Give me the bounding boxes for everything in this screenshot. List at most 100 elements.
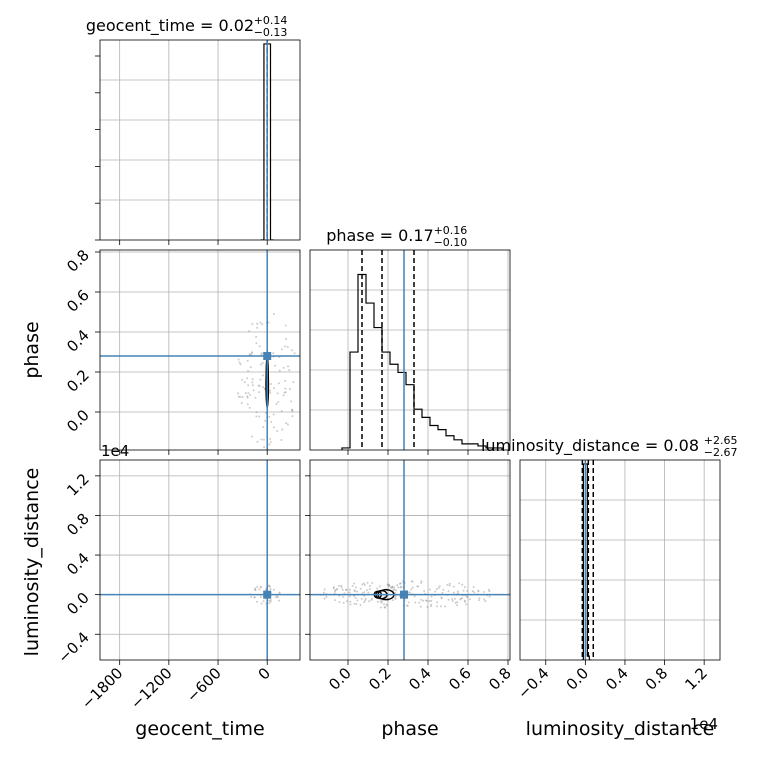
scatter-point	[262, 385, 265, 388]
scatter-point	[244, 392, 247, 395]
x-tick-label: 0.0	[563, 664, 593, 694]
scatter-point	[260, 352, 263, 355]
scatter-point	[259, 595, 262, 598]
scatter-point	[420, 581, 423, 584]
scatter-point	[280, 410, 283, 413]
scatter-point	[248, 330, 251, 333]
scatter-point	[363, 601, 366, 604]
scatter-point	[451, 599, 454, 602]
title-upper: +2.65	[704, 434, 738, 447]
scatter-point	[340, 584, 343, 587]
scatter-point	[243, 381, 246, 384]
scatter-point	[253, 596, 256, 599]
panel-luminosity-distance-vs-geocent-time: −1800 −1200 −600 0 −0.4 0.0 0.4 0.8 1.2	[54, 459, 301, 713]
scatter-point	[291, 410, 294, 413]
scatter-point	[354, 597, 357, 600]
scatter-point	[446, 584, 449, 587]
x-axis-label-luminosity-distance: luminosity_distance	[526, 718, 715, 740]
scatter-point	[247, 392, 250, 395]
scatter-point	[396, 584, 399, 587]
scatter-point	[288, 369, 291, 372]
scatter-point	[353, 602, 356, 605]
scatter-point	[405, 604, 408, 607]
scatter-point	[291, 408, 294, 411]
scatter-point	[438, 585, 441, 588]
scatter-point	[280, 348, 283, 351]
scatter-point	[259, 378, 262, 381]
scatter-point	[264, 419, 267, 422]
y-tick-label: 0.6	[63, 286, 93, 316]
scatter-point	[371, 581, 374, 584]
scatter-point	[259, 586, 262, 589]
scatter-point	[353, 589, 356, 592]
scatter-point	[276, 596, 279, 599]
scatter-point	[272, 588, 275, 591]
scatter-point	[391, 585, 394, 588]
scatter-point	[259, 321, 262, 324]
scatter-point	[268, 415, 271, 418]
y-axis-label-phase: phase	[21, 321, 43, 378]
scatter-point	[463, 585, 466, 588]
scatter-point	[387, 583, 390, 586]
scatter-point	[356, 590, 359, 593]
scatter-point	[341, 588, 344, 591]
scatter-point	[280, 438, 283, 441]
scatter-point	[458, 582, 461, 585]
y-tick-label: 0.8	[63, 246, 93, 276]
scatter-point	[269, 600, 272, 603]
scatter-point	[260, 438, 263, 441]
y-tick-label: 0.2	[63, 366, 93, 396]
scatter-point	[435, 605, 438, 608]
scatter-point	[272, 312, 275, 315]
title-lower: −0.10	[434, 236, 468, 249]
scatter-point	[383, 606, 386, 609]
x-axis-offset-text: 1e4	[690, 715, 718, 733]
scatter-point	[269, 599, 272, 602]
scatter-point	[472, 586, 475, 589]
x-tick-label: −1800	[78, 664, 127, 713]
scatter-point	[237, 358, 240, 361]
x-tick-label: 1.2	[681, 664, 711, 694]
scatter-point	[448, 582, 451, 585]
histogram-step	[581, 463, 592, 660]
scatter-point	[258, 391, 261, 394]
scatter-point	[348, 595, 351, 598]
injection-marker	[400, 590, 408, 599]
scatter-point	[382, 603, 385, 606]
scatter-point	[394, 592, 397, 595]
scatter-point	[407, 591, 410, 594]
scatter-point	[354, 586, 357, 589]
scatter-point	[254, 588, 257, 591]
scatter-point	[287, 365, 290, 368]
scatter-point	[268, 584, 271, 587]
scatter-point	[369, 584, 372, 587]
scatter-point	[410, 588, 413, 591]
scatter-point	[291, 349, 294, 352]
scatter-point	[345, 588, 348, 591]
scatter-point	[239, 395, 242, 398]
scatter-point	[410, 580, 413, 583]
scatter-point	[283, 391, 286, 394]
scatter-point	[468, 598, 471, 601]
injection-marker	[263, 590, 272, 599]
x-axis-label-phase: phase	[381, 718, 438, 740]
title-text: luminosity_distance = 0.08	[481, 436, 699, 456]
y-tick-label: 0.4	[63, 549, 93, 579]
scatter-point	[461, 597, 464, 600]
scatter-point	[261, 374, 264, 377]
scatter-point	[289, 387, 292, 390]
scatter-point	[394, 595, 397, 598]
scatter-point	[338, 601, 341, 604]
panel-frame	[519, 459, 721, 661]
scatter-point	[248, 406, 251, 409]
scatter-point	[430, 603, 433, 606]
scatter-point	[323, 597, 326, 600]
scatter-point	[452, 591, 455, 594]
x-tick-label: 0.2	[365, 664, 395, 694]
scatter-point	[435, 588, 438, 591]
scatter-point	[251, 322, 254, 325]
scatter-point	[282, 366, 285, 369]
scatter-point	[441, 592, 444, 595]
scatter-point	[349, 600, 352, 603]
